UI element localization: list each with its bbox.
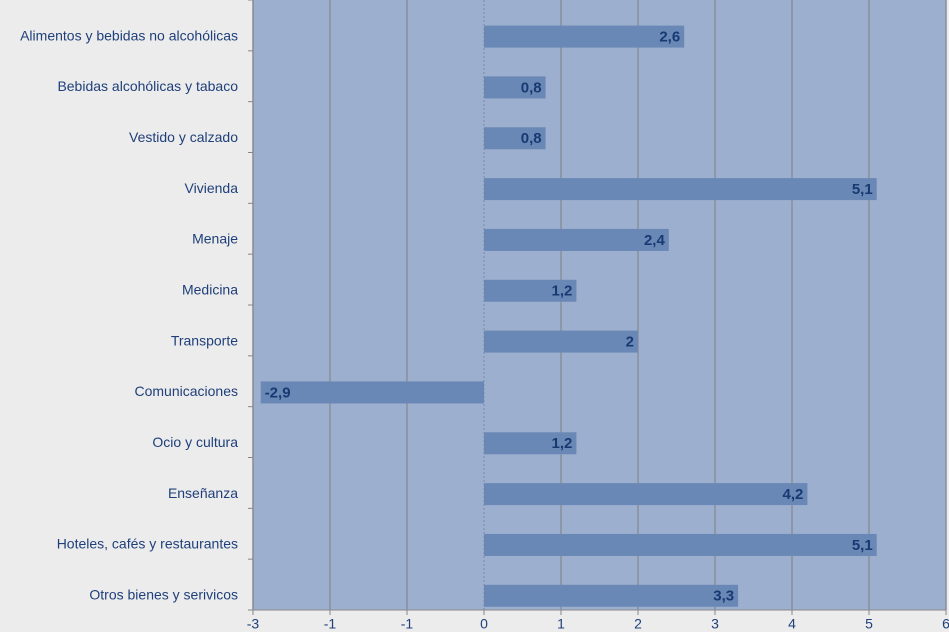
x-tick-label: -3 xyxy=(247,616,260,632)
value-label: 5,1 xyxy=(852,181,873,198)
bar xyxy=(484,330,638,353)
value-label: 3,3 xyxy=(713,588,734,605)
x-tick-label: 4 xyxy=(788,616,796,632)
bar xyxy=(484,178,877,201)
value-label: 0,8 xyxy=(521,79,542,96)
value-label: 5,1 xyxy=(852,537,873,554)
value-label: 0,8 xyxy=(521,130,542,147)
category-label: Transporte xyxy=(171,332,238,348)
x-tick-label: -1 xyxy=(324,616,337,632)
category-label: Otros bienes y serivicos xyxy=(89,586,238,602)
bar xyxy=(484,279,577,302)
x-tick-label: 1 xyxy=(557,616,565,632)
category-label: Vivienda xyxy=(185,180,239,196)
value-label: -2,9 xyxy=(265,384,291,401)
value-label: 1,2 xyxy=(552,435,573,452)
x-tick-label: 0 xyxy=(480,616,488,632)
category-label: Comunicaciones xyxy=(135,383,239,399)
category-label: Vestido y calzado xyxy=(129,129,238,145)
category-label: Medicina xyxy=(182,281,238,297)
bar xyxy=(484,25,685,48)
bar xyxy=(484,432,577,455)
category-label: Menaje xyxy=(192,231,238,247)
x-tick-label: 2 xyxy=(634,616,642,632)
bar xyxy=(484,483,808,506)
x-tick-label: -1 xyxy=(401,616,414,632)
category-label: Enseñanza xyxy=(168,485,238,501)
x-tick-label: 3 xyxy=(711,616,719,632)
bar xyxy=(260,381,484,404)
bar xyxy=(484,228,669,251)
bar xyxy=(484,584,739,607)
x-tick-label: 6 xyxy=(942,616,949,632)
category-label: Alimentos y bebidas no alcohólicas xyxy=(20,27,238,43)
category-label: Hoteles, cafés y restaurantes xyxy=(57,536,238,552)
plot-area xyxy=(253,0,946,610)
bar xyxy=(484,127,546,150)
value-label: 4,2 xyxy=(783,486,804,503)
bar xyxy=(484,533,877,556)
value-label: 2,4 xyxy=(644,232,666,249)
category-label: Bebidas alcohólicas y tabaco xyxy=(57,78,238,94)
value-label: 2 xyxy=(626,334,634,351)
value-label: 2,6 xyxy=(659,29,680,46)
x-tick-label: 5 xyxy=(865,616,873,632)
bar xyxy=(484,76,546,99)
category-label: Ocio y cultura xyxy=(152,434,238,450)
value-label: 1,2 xyxy=(552,283,573,300)
